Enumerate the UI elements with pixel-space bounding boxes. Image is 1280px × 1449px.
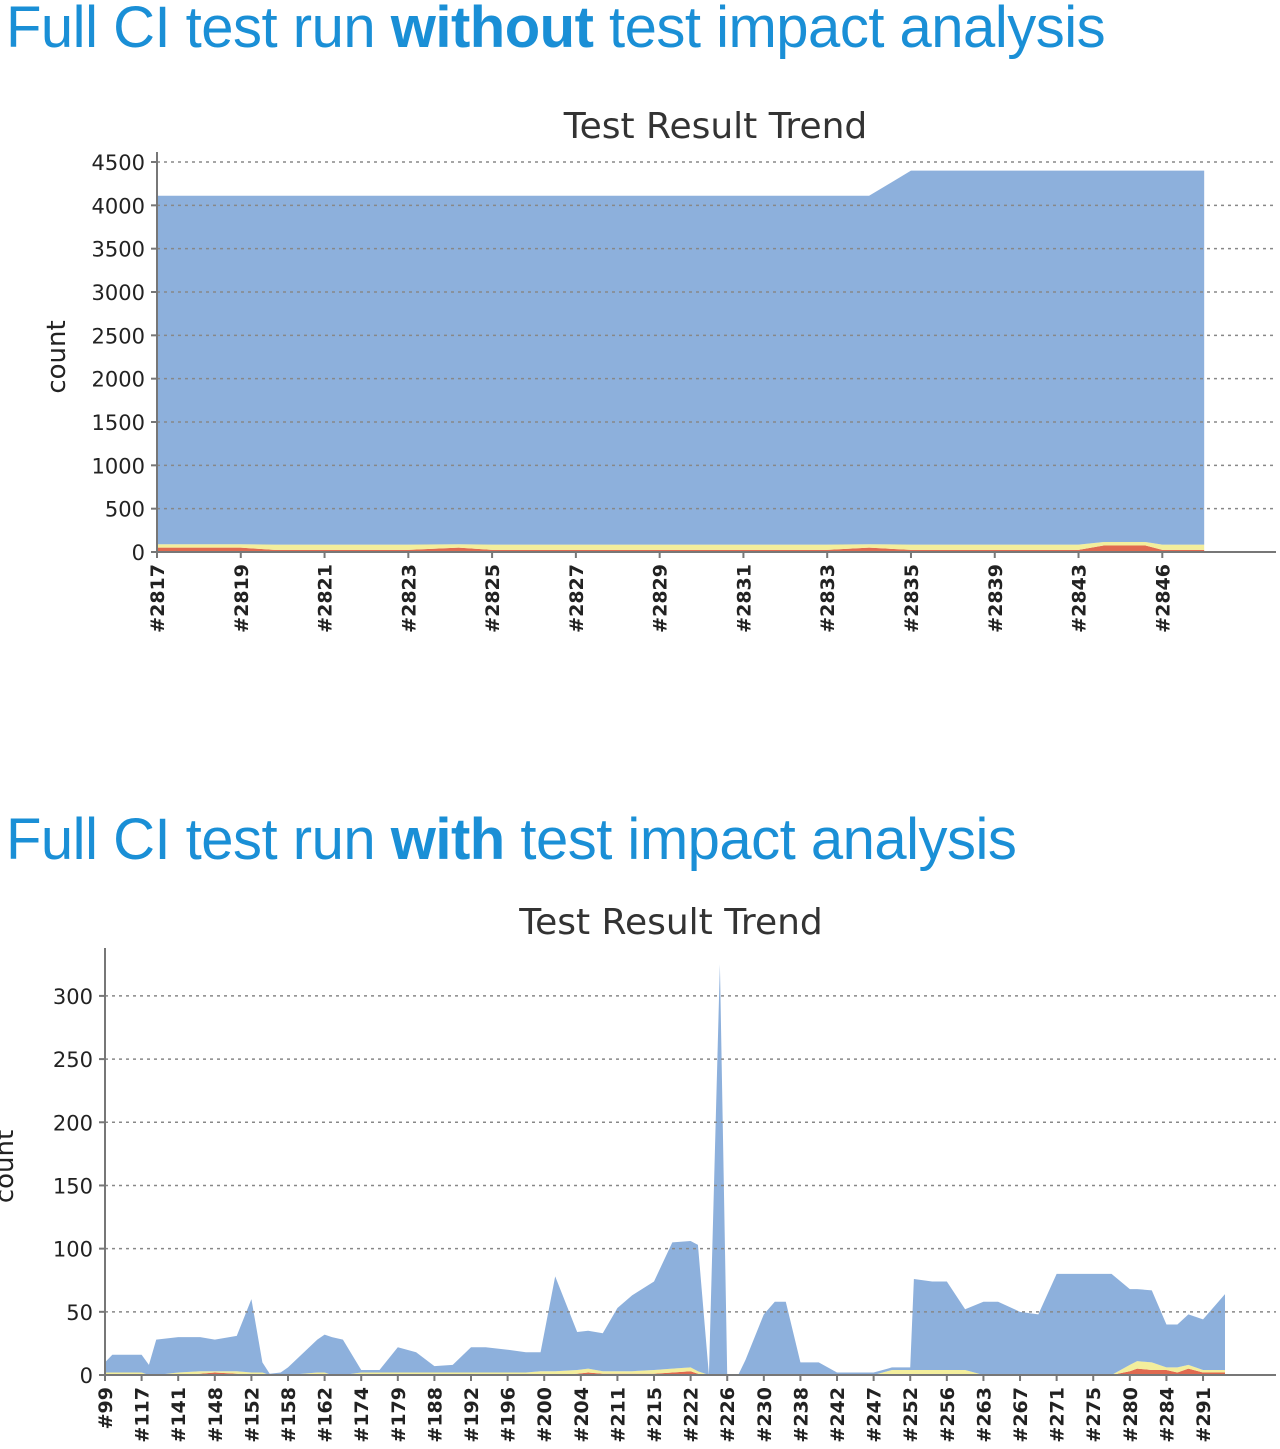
x-tick-label: #222 xyxy=(681,1387,703,1443)
fail-area xyxy=(157,545,1205,552)
y-tick-label: 50 xyxy=(66,1301,93,1325)
x-tick-label: #2833 xyxy=(817,564,839,633)
x-tick-label: #179 xyxy=(388,1387,410,1443)
y-tick-label: 100 xyxy=(53,1238,93,1262)
x-tick-label: #2843 xyxy=(1069,564,1091,633)
x-tick-label: #280 xyxy=(1120,1387,1142,1443)
y-tick-label: 250 xyxy=(53,1048,93,1072)
x-tick-label: #267 xyxy=(1010,1387,1032,1443)
pass-area xyxy=(105,964,1226,1375)
x-tick-label: #200 xyxy=(534,1387,556,1443)
y-tick-label: 1000 xyxy=(92,454,145,478)
x-tick-label: #204 xyxy=(571,1387,593,1443)
x-tick-label: #271 xyxy=(1047,1387,1069,1443)
y-tick-label: 2500 xyxy=(92,324,145,348)
x-tick-label: #215 xyxy=(644,1387,666,1443)
x-tick-label: #99 xyxy=(95,1387,117,1429)
x-tick-label: #192 xyxy=(461,1387,483,1443)
x-tick-label: #158 xyxy=(278,1387,300,1443)
y-tick-label: 3000 xyxy=(92,281,145,305)
pass-area xyxy=(157,170,1205,545)
x-tick-label: #2846 xyxy=(1152,564,1174,633)
x-tick-label: #238 xyxy=(790,1387,812,1443)
chart-title: Test Result Trend xyxy=(563,106,868,147)
x-tick-label: #188 xyxy=(424,1387,446,1443)
x-tick-label: #2829 xyxy=(650,564,672,633)
x-tick-label: #284 xyxy=(1156,1387,1178,1443)
y-tick-label: 300 xyxy=(53,985,93,1009)
x-tick-label: #230 xyxy=(754,1387,776,1443)
x-tick-label: #162 xyxy=(315,1387,337,1443)
x-tick-label: #152 xyxy=(241,1387,263,1443)
y-tick-label: 150 xyxy=(53,1174,93,1198)
x-tick-label: #256 xyxy=(937,1387,959,1443)
y-tick-label: 0 xyxy=(80,1364,93,1388)
x-tick-label: #117 xyxy=(132,1387,154,1443)
x-tick-label: #211 xyxy=(607,1387,629,1443)
x-tick-label: #2817 xyxy=(147,564,169,633)
y-tick-label: 2000 xyxy=(92,368,145,392)
x-tick-label: #2835 xyxy=(901,564,923,633)
y-tick-label: 500 xyxy=(105,498,145,522)
x-tick-label: #2827 xyxy=(566,564,588,633)
y-axis-label: count xyxy=(42,320,72,393)
x-tick-label: #2821 xyxy=(315,564,337,633)
skip-area xyxy=(105,1361,1226,1375)
x-tick-label: #148 xyxy=(205,1387,227,1443)
y-tick-label: 0 xyxy=(132,541,145,565)
x-tick-label: #252 xyxy=(900,1387,922,1443)
x-tick-label: #242 xyxy=(827,1387,849,1443)
x-tick-label: #196 xyxy=(498,1387,520,1443)
y-tick-label: 200 xyxy=(53,1111,93,1135)
heading-with-tia: Full CI test run with test impact analys… xyxy=(6,807,1017,872)
y-tick-label: 3500 xyxy=(92,238,145,262)
x-tick-label: #291 xyxy=(1193,1387,1215,1443)
heading-without-tia: Full CI test run without test impact ana… xyxy=(6,0,1106,60)
x-tick-label: #2831 xyxy=(733,564,755,633)
x-tick-label: #275 xyxy=(1083,1387,1105,1443)
y-axis-label: count xyxy=(0,1130,20,1203)
skip-area xyxy=(157,542,1205,550)
chart-with-tia: Test Result Trend count 0 50 100 150 200 250 300… xyxy=(0,905,1276,1443)
x-tick-label: #141 xyxy=(168,1387,190,1443)
x-tick-label: #2839 xyxy=(985,564,1007,633)
chart-without-tia: Test Result Trend count 0 500 1000 1500 2000 25… xyxy=(42,106,1276,633)
x-tick-label: #263 xyxy=(973,1387,995,1443)
x-tick-label: #247 xyxy=(864,1387,886,1443)
y-tick-label: 1500 xyxy=(92,411,145,435)
y-tick-label: 4500 xyxy=(92,151,145,175)
x-tick-label: #2825 xyxy=(482,564,504,633)
y-tick-label: 4000 xyxy=(92,194,145,218)
x-tick-label: #2823 xyxy=(398,564,420,633)
x-tick-label: #174 xyxy=(351,1387,373,1443)
x-tick-label: #226 xyxy=(717,1387,739,1443)
x-tick-label: #2819 xyxy=(231,564,253,633)
chart-title: Test Result Trend xyxy=(518,905,823,943)
